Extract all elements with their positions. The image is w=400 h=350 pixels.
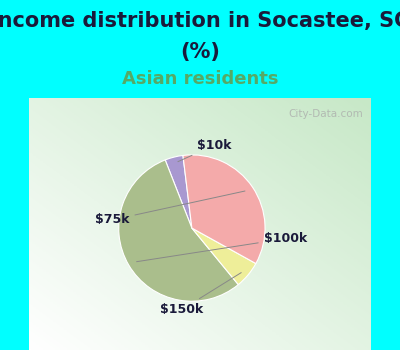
Text: $150k: $150k [160,273,241,316]
Text: (%): (%) [180,42,220,62]
Text: Income distribution in Socastee, SC: Income distribution in Socastee, SC [0,10,400,30]
Text: City-Data.com: City-Data.com [289,109,363,119]
Wedge shape [192,228,256,285]
Text: $75k: $75k [95,191,245,226]
Wedge shape [165,155,192,228]
Wedge shape [119,160,238,301]
Text: $100k: $100k [136,232,307,262]
Wedge shape [183,155,265,264]
Text: Asian residents: Asian residents [122,70,278,88]
Text: $10k: $10k [178,139,232,162]
